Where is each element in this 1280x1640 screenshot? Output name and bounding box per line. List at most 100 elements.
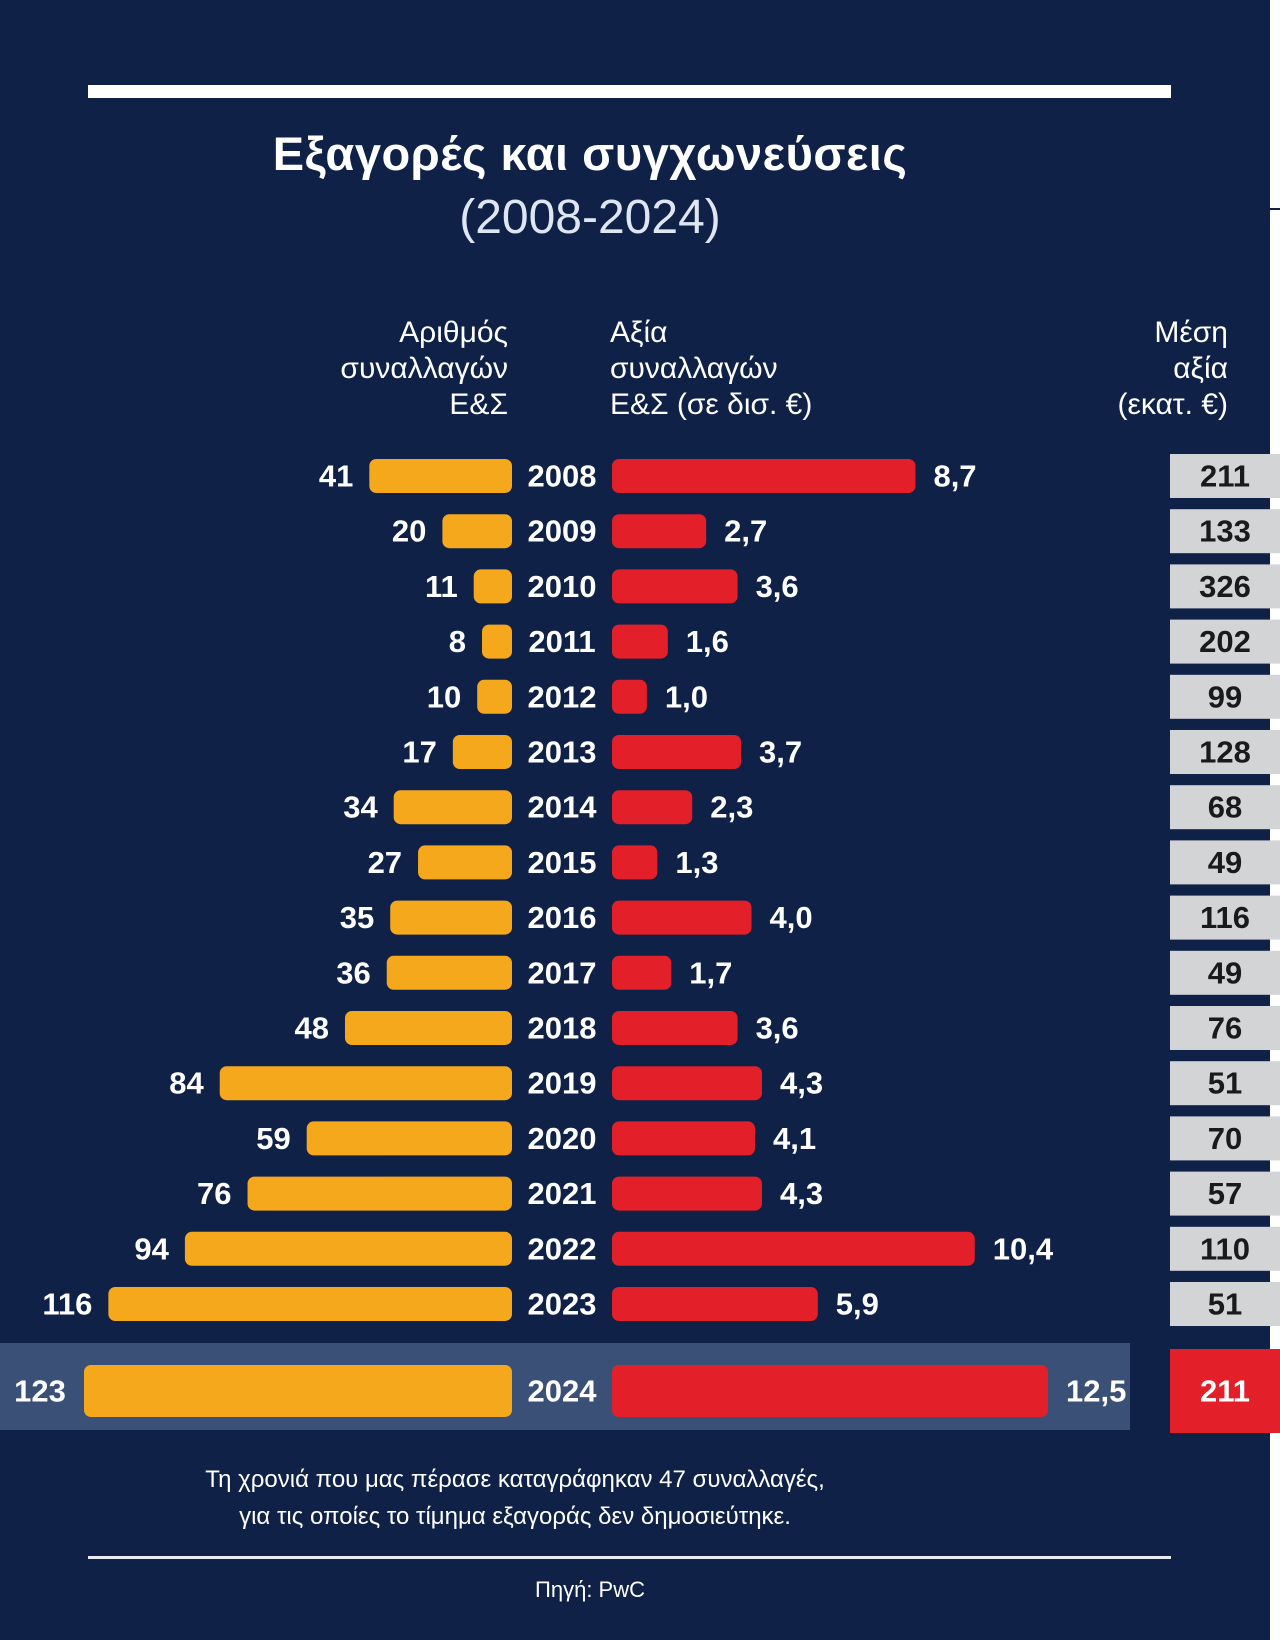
year-label: 2015 — [528, 845, 597, 880]
average-box — [1170, 730, 1280, 774]
value-label: 3,6 — [756, 1011, 799, 1046]
year-label: 2010 — [528, 569, 597, 604]
average-column-header: Μέση αξία (εκατ. €) — [1117, 316, 1228, 421]
average-label: 110 — [1200, 1231, 1250, 1266]
value-bar — [612, 790, 693, 825]
count-label: 34 — [343, 790, 378, 825]
count-label: 94 — [134, 1231, 169, 1266]
value-bar — [612, 459, 916, 493]
average-label: 202 — [1199, 624, 1251, 659]
year-label: 2013 — [528, 735, 597, 770]
chart-subtitle: (2008-2024) — [459, 191, 721, 244]
year-label: 2022 — [528, 1231, 597, 1266]
year-label: 2011 — [528, 624, 595, 659]
value-label: 4,0 — [770, 900, 813, 935]
count-bar — [247, 1176, 512, 1211]
value-label: 1,6 — [686, 624, 729, 659]
count-bar — [306, 1121, 512, 1156]
value-bar — [612, 624, 668, 659]
average-label: 99 — [1208, 679, 1242, 714]
count-bar — [219, 1066, 512, 1101]
count-bar — [393, 790, 512, 825]
average-label: 68 — [1208, 790, 1242, 825]
average-box — [1170, 509, 1280, 554]
value-label: 4,3 — [780, 1066, 823, 1101]
year-label: 2017 — [528, 955, 597, 990]
average-label: 57 — [1208, 1176, 1242, 1211]
average-box — [1170, 674, 1280, 719]
count-label: 84 — [169, 1066, 204, 1101]
value-bar — [612, 845, 658, 880]
count-bar — [477, 679, 512, 714]
count-label: 35 — [340, 900, 374, 935]
count-bar — [482, 624, 512, 659]
count-label: 20 — [392, 514, 426, 549]
value-label: 10,4 — [993, 1231, 1054, 1266]
average-label: 49 — [1208, 955, 1242, 990]
source-label: Πηγή: PwC — [534, 1577, 646, 1602]
count-label: 17 — [402, 735, 436, 770]
average-box — [1170, 950, 1280, 995]
count-bar — [390, 900, 512, 935]
year-label: 2024 — [528, 1374, 598, 1409]
count-bar — [386, 955, 512, 990]
top-rule — [88, 85, 1171, 98]
count-label: 116 — [42, 1287, 92, 1322]
average-label: 70 — [1208, 1121, 1242, 1156]
count-label: 27 — [368, 845, 402, 880]
average-box — [1170, 840, 1280, 885]
count-label: 48 — [294, 1011, 328, 1046]
value-bar — [612, 1066, 762, 1101]
value-bar — [612, 1176, 762, 1211]
count-bar — [84, 1365, 512, 1417]
average-label: 128 — [1199, 735, 1251, 770]
count-bar — [418, 845, 512, 880]
average-box — [1170, 1116, 1280, 1161]
average-label: 211 — [1200, 1374, 1250, 1409]
year-label: 2016 — [528, 900, 597, 935]
value-bar — [612, 1365, 1048, 1417]
average-label: 326 — [1199, 569, 1251, 604]
year-label: 2012 — [528, 679, 597, 714]
average-label: 49 — [1208, 845, 1242, 880]
value-label: 8,7 — [933, 459, 976, 494]
count-label: 123 — [14, 1374, 66, 1409]
count-label: 76 — [197, 1176, 231, 1211]
footnote-line-2: για τις οποίες το τίμημα εξαγοράς δεν δη… — [239, 1503, 791, 1530]
value-label: 4,1 — [773, 1121, 816, 1156]
average-label: 76 — [1208, 1011, 1242, 1046]
year-label: 2014 — [528, 790, 598, 825]
average-box — [1170, 1282, 1280, 1326]
count-bar — [108, 1287, 512, 1321]
value-label: 12,5 — [1066, 1374, 1126, 1409]
average-box — [1170, 564, 1280, 609]
value-label: 3,7 — [759, 735, 802, 770]
count-bar — [442, 514, 512, 549]
count-label: 59 — [256, 1121, 290, 1156]
value-bar — [612, 569, 738, 604]
bottom-rule — [88, 1556, 1171, 1559]
count-bar — [452, 735, 512, 769]
count-bar — [344, 1011, 512, 1045]
year-label: 2009 — [528, 514, 597, 549]
count-label: 10 — [427, 679, 461, 714]
count-bar — [473, 569, 512, 604]
average-label: 116 — [1200, 900, 1250, 935]
average-box — [1170, 1349, 1280, 1433]
average-box — [1170, 785, 1280, 830]
year-label: 2020 — [528, 1121, 597, 1156]
value-label: 1,7 — [689, 955, 732, 990]
average-box — [1170, 1226, 1280, 1271]
count-label: 36 — [336, 955, 370, 990]
year-label: 2021 — [528, 1176, 597, 1211]
average-box — [1170, 454, 1280, 498]
value-bar — [612, 900, 752, 935]
value-label: 2,7 — [724, 514, 767, 549]
footnote-line-1: Τη χρονιά που μας πέρασε καταγράφηκαν 47… — [205, 1466, 825, 1493]
average-label: 211 — [1200, 459, 1250, 494]
average-label: 51 — [1208, 1066, 1242, 1101]
count-bar — [369, 459, 512, 493]
average-label: 133 — [1199, 514, 1251, 549]
value-label: 4,3 — [780, 1176, 823, 1211]
